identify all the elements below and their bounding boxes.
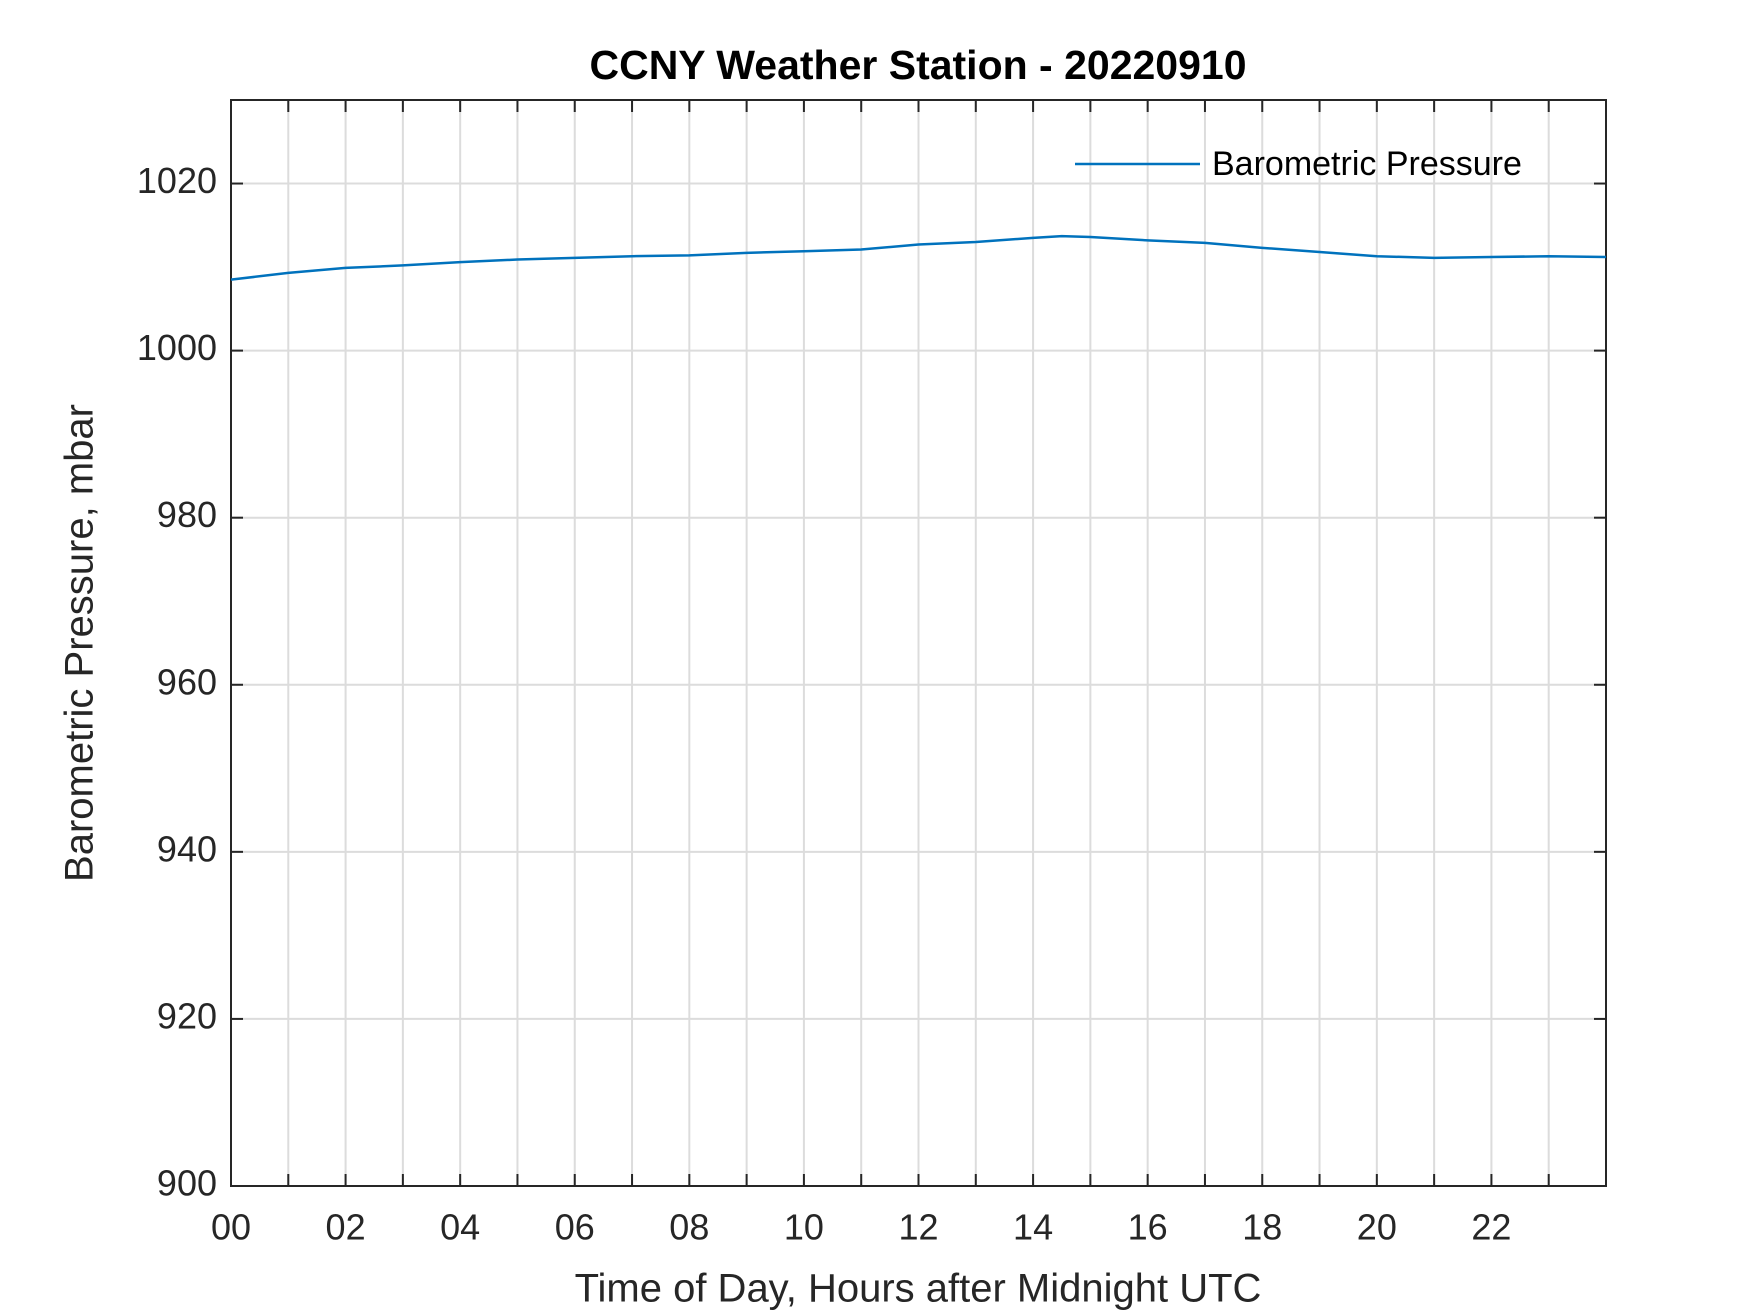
chart-title: CCNY Weather Station - 20220910 [589,42,1246,88]
x-tick-label: 00 [211,1207,251,1248]
x-tick-label: 06 [555,1207,595,1248]
data-line [230,234,1607,281]
y-tick-label: 960 [157,661,217,702]
x-tick-label: 20 [1357,1207,1397,1248]
y-tick-label: 1000 [137,327,217,368]
y-tick-label: 920 [157,995,217,1036]
x-tick-label: 12 [898,1207,938,1248]
x-axis-label: Time of Day, Hours after Midnight UTC [575,1267,1262,1311]
x-tick-label: 14 [1013,1207,1053,1248]
x-tick-label: 22 [1471,1207,1511,1248]
y-tick-label: 1020 [137,160,217,201]
legend-label: Barometric Pressure [1212,145,1522,183]
x-tick-label: 02 [326,1207,366,1248]
x-tick-label: 18 [1242,1207,1282,1248]
plot-frame [230,99,1607,1187]
y-tick-label: 980 [157,494,217,535]
x-tick-label: 04 [440,1207,480,1248]
x-tick-label: 10 [784,1207,824,1248]
y-tick-label: 900 [157,1163,217,1204]
y-axis-label: Barometric Pressure, mbar [58,404,102,882]
x-tick-label: 08 [669,1207,709,1248]
y-tick-label: 940 [157,828,217,869]
x-tick-label: 16 [1128,1207,1168,1248]
